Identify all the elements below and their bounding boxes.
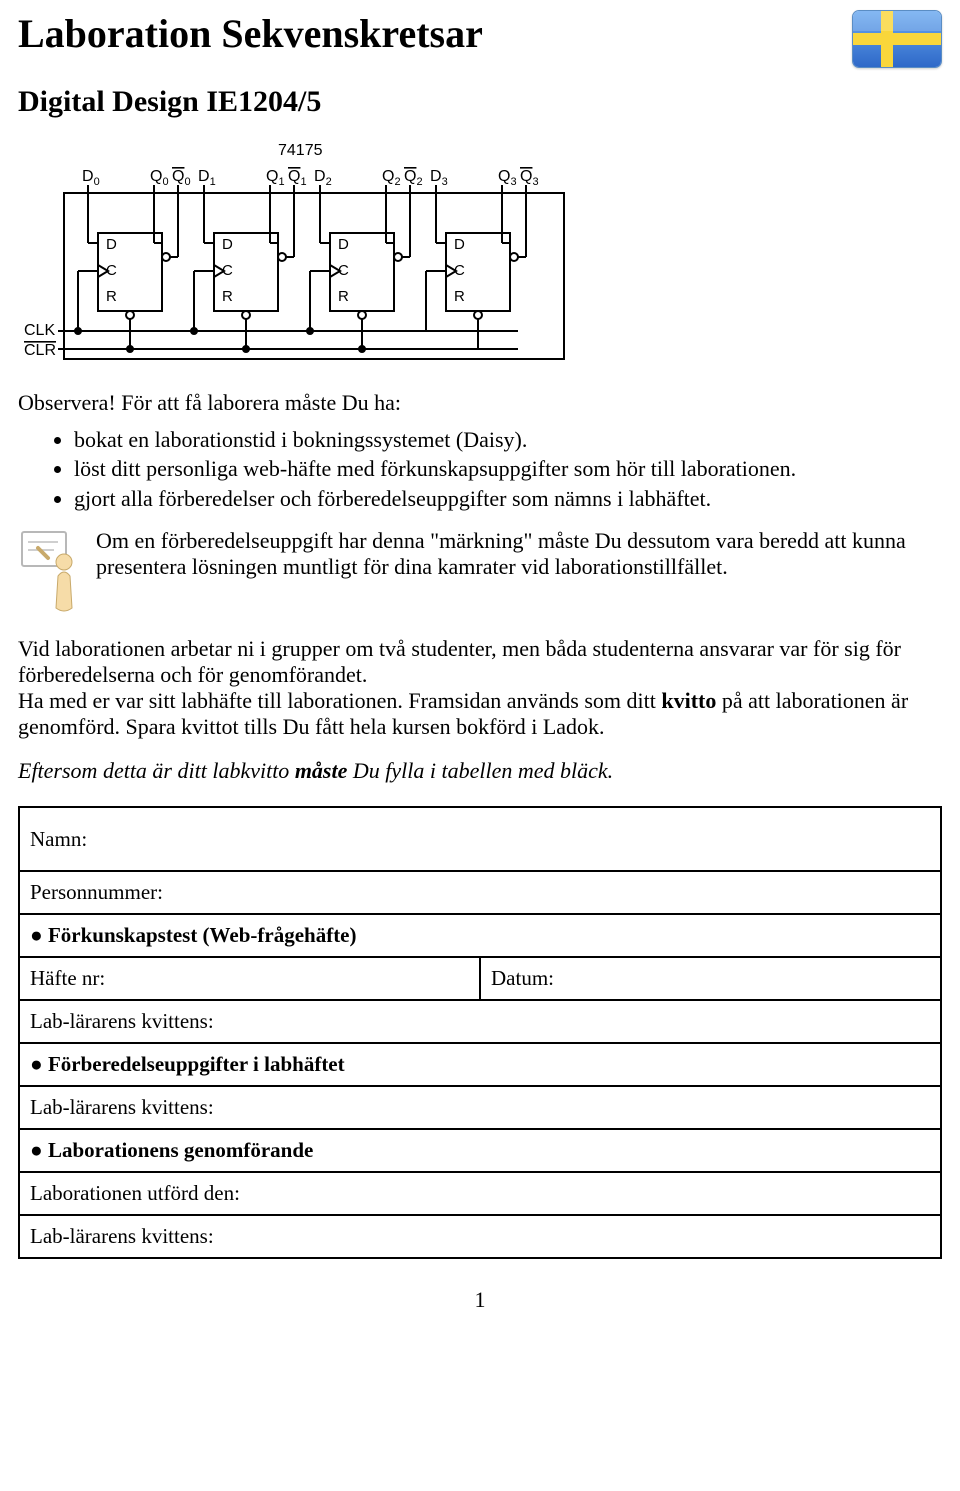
svg-text:R: R (106, 288, 117, 305)
page-title: Laboration Sekvenskretsar (18, 10, 483, 57)
svg-text:Q1: Q1 (266, 168, 285, 188)
signature-form-table: Namn: Personnummer: Förkunskapstest (Web… (18, 806, 942, 1259)
svg-text:D: D (338, 236, 349, 253)
svg-text:Q3: Q3 (520, 168, 539, 188)
form-section-1: Förkunskapstest (Web-frågehäfte) (19, 914, 941, 957)
observe-paragraph: Observera! För att få laborera måste Du … (18, 390, 942, 416)
svg-text:R: R (338, 288, 349, 305)
svg-text:Q2: Q2 (404, 168, 423, 188)
form-section-3: Laborationens genomförande (19, 1129, 941, 1172)
svg-text:D: D (106, 236, 117, 253)
form-kvittens-1[interactable]: Lab-lärarens kvittens: (19, 1000, 941, 1043)
svg-text:Q1: Q1 (288, 168, 307, 188)
list-item: bokat en laborationstid i bokningssystem… (74, 426, 942, 454)
requirements-list: bokat en laborationstid i bokningssystem… (18, 426, 942, 513)
form-hafte-cell[interactable]: Häfte nr: (19, 957, 480, 1000)
list-item: gjort alla förberedelser och förberedels… (74, 485, 942, 513)
form-datum-cell[interactable]: Datum: (480, 957, 941, 1000)
svg-text:Q0: Q0 (150, 168, 169, 188)
svg-text:D: D (454, 236, 465, 253)
body-paragraph-2: Vid laborationen arbetar ni i grupper om… (18, 636, 942, 740)
form-kvittens-2[interactable]: Lab-lärarens kvittens: (19, 1086, 941, 1129)
form-personnummer-row[interactable]: Personnummer: (19, 871, 941, 914)
svg-text:R: R (222, 288, 233, 305)
chip-label: 74175 (278, 142, 323, 159)
svg-text:D1: D1 (198, 168, 216, 188)
text-bold: kvitto (661, 688, 716, 713)
italic-notice: Eftersom detta är ditt labkvitto måste D… (18, 758, 942, 784)
form-section-2: Förberedelseuppgifter i labhäftet (19, 1043, 941, 1086)
svg-text:D0: D0 (82, 168, 100, 188)
svg-text:CLK: CLK (24, 322, 55, 339)
swedish-flag-icon (852, 10, 942, 68)
form-utford-row[interactable]: Laborationen utförd den: (19, 1172, 941, 1215)
page-number: 1 (18, 1287, 942, 1313)
list-item: löst ditt personliga web-häfte med förku… (74, 455, 942, 483)
page-subtitle: Digital Design IE1204/5 (18, 85, 942, 119)
svg-text:D2: D2 (314, 168, 332, 188)
svg-text:Q3: Q3 (498, 168, 517, 188)
teacher-paragraph: Om en förberedelseuppgift har denna "mär… (96, 528, 942, 580)
circuit-diagram: 74175 D0 Q0 Q0 D1 Q1 Q1 D2 Q2 Q2 D3 Q3 Q… (18, 137, 942, 372)
text: Ha med er var sitt labhäfte till laborat… (18, 688, 661, 713)
teacher-icon (18, 528, 82, 618)
text: Du fylla i tabellen med bläck. (347, 758, 613, 783)
form-name-row[interactable]: Namn: (19, 807, 941, 871)
form-kvittens-3[interactable]: Lab-lärarens kvittens: (19, 1215, 941, 1258)
svg-text:D3: D3 (430, 168, 448, 188)
text: Eftersom detta är ditt labkvitto (18, 758, 295, 783)
text: Vid laborationen arbetar ni i grupper om… (18, 636, 901, 687)
text-bold: måste (295, 758, 348, 783)
svg-text:D: D (222, 236, 233, 253)
svg-text:R: R (454, 288, 465, 305)
svg-text:Q0: Q0 (172, 168, 191, 188)
svg-text:Q2: Q2 (382, 168, 401, 188)
svg-text:CLR: CLR (24, 342, 56, 359)
